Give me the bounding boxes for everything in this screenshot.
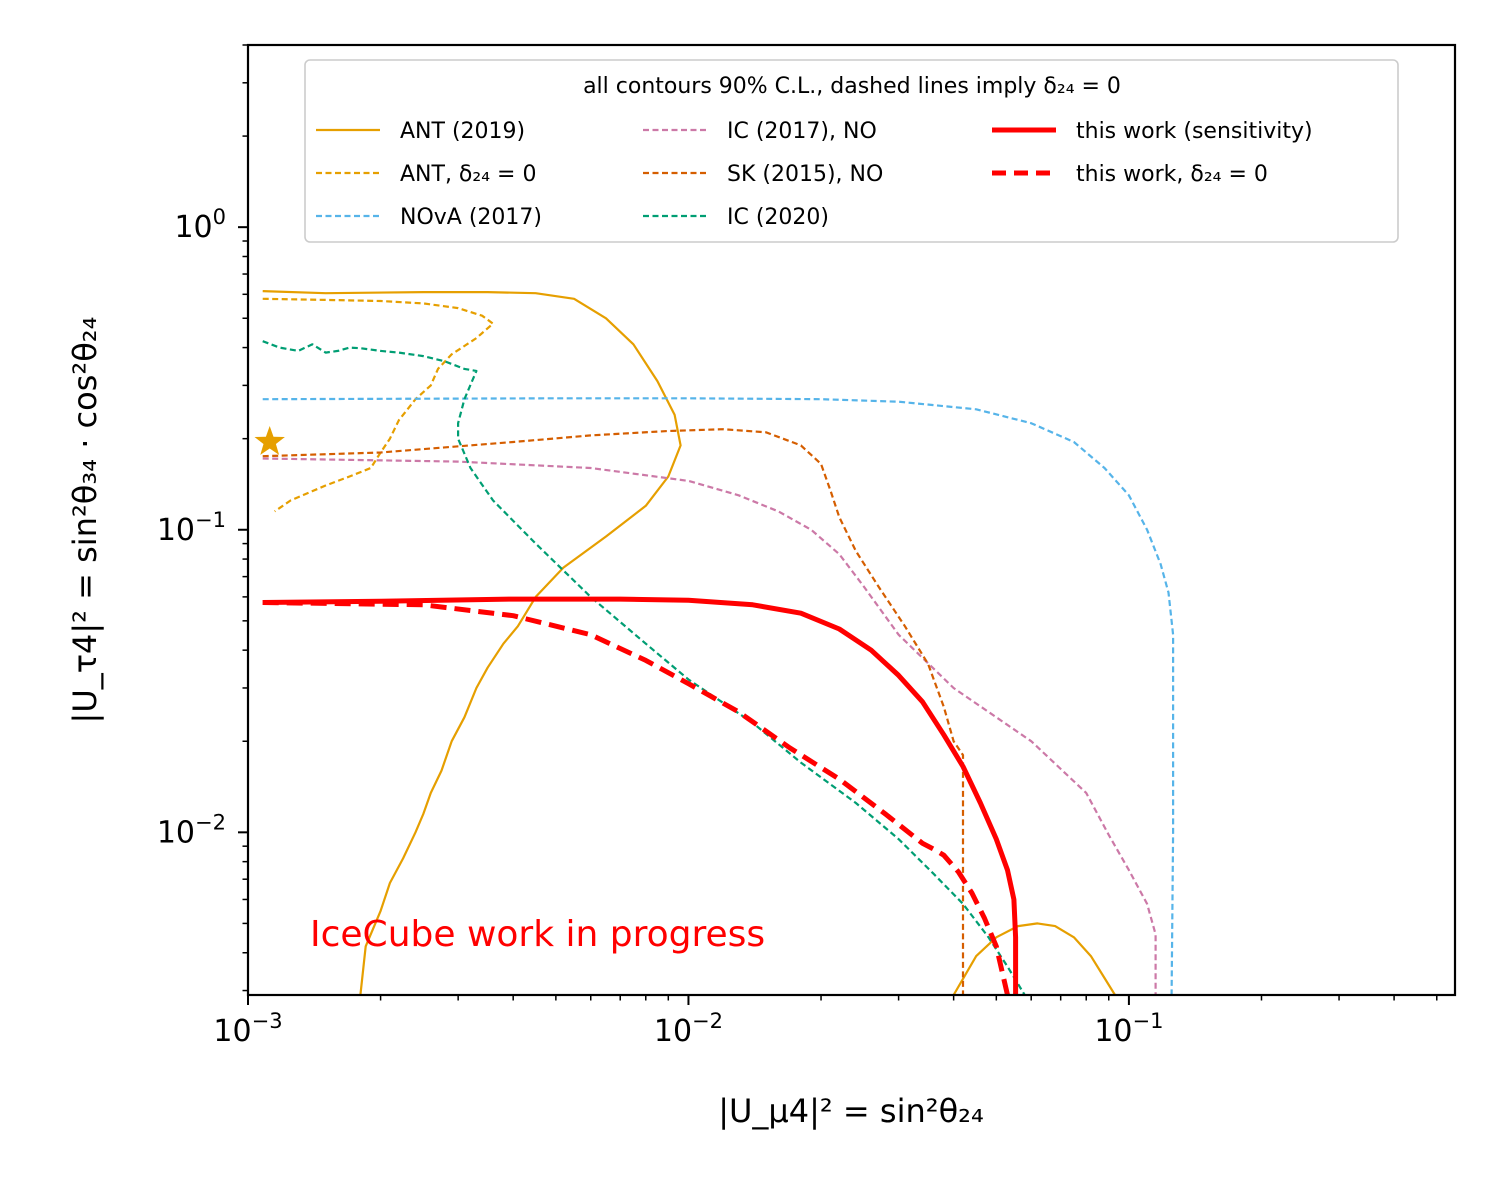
plot-frame (246, 43, 1457, 997)
x-tick-label: 10−1 (1094, 1009, 1163, 1049)
legend-frame (304, 59, 1399, 243)
legend-label-ant-2019: ANT (2019) (400, 119, 525, 144)
best-fit-star-marker (254, 426, 285, 455)
x-tick-label: 10−3 (213, 1009, 282, 1049)
series-line-this-work-0 (262, 600, 1010, 995)
x-axis-label: |U_μ4|² = sin²θ₂₄ (718, 1092, 984, 1130)
legend-label-ic-2017-no: IC (2017), NO (727, 119, 877, 144)
work-in-progress-annotation: IceCube work in progress (310, 914, 765, 955)
legend-title: all contours 90% C.L., dashed lines impl… (583, 74, 1121, 99)
legend-label-this-work-sensitivity: this work (sensitivity) (1076, 119, 1313, 144)
series-line-this-work-sensitivity (262, 596, 1019, 995)
series-line-sk-2015-no (262, 428, 965, 995)
series-layer (262, 290, 1175, 995)
legend-label-ant-0: ANT, δ₂₄ = 0 (400, 162, 536, 187)
x-axis-ticks: 10−3 10−2 10−1 (213, 995, 1438, 1049)
series-line-ic-2017-no (262, 457, 1157, 995)
y-axis-label: |U_τ4|² = sin²θ₃₄ · cos²θ₂₄ (66, 317, 104, 724)
series-line-ant-2019-second-island (952, 922, 1116, 995)
x-tick-label: 10−2 (654, 1009, 723, 1049)
y-tick-label: 100 (174, 205, 226, 245)
legend-label-nova-2017: NOvA (2017) (400, 205, 542, 230)
y-axis-ticks: 10−2 10−1 100 (157, 44, 248, 992)
legend-label-ic-2020: IC (2020) (727, 205, 829, 230)
marker-layer (254, 426, 285, 455)
legend-label-this-work-0: this work, δ₂₄ = 0 (1076, 162, 1268, 187)
series-line-ant-0 (262, 297, 495, 513)
y-tick-label: 10−1 (157, 508, 226, 548)
series-line-nova-2017 (262, 397, 1175, 995)
legend: all contours 90% C.L., dashed lines impl… (304, 59, 1399, 243)
series-line-ic-2020 (262, 340, 1026, 995)
y-tick-label: 10−2 (157, 810, 226, 850)
legend-label-sk-2015-no: SK (2015), NO (727, 162, 883, 187)
